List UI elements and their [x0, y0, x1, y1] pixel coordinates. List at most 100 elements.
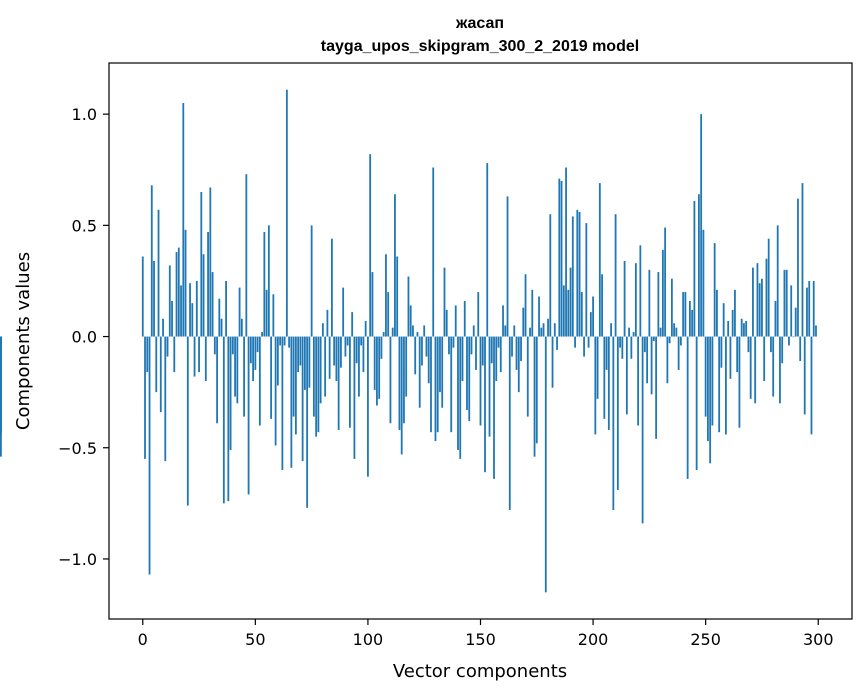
y-tick-label: 0.5 [72, 216, 97, 235]
bar [274, 336, 277, 446]
y-axis: −1.0 −0.5 0.0 0.5 1.0 [58, 105, 109, 569]
bar [810, 336, 813, 435]
bar [625, 336, 628, 415]
bar [315, 336, 318, 437]
bar [441, 336, 444, 408]
bar [502, 305, 504, 337]
bar [481, 336, 484, 366]
bar [639, 245, 642, 337]
bar [461, 336, 464, 382]
bar [171, 300, 173, 337]
bar [531, 289, 534, 337]
bar [150, 185, 153, 337]
bar [776, 225, 779, 337]
bar [565, 167, 567, 337]
bar [222, 336, 225, 504]
bar [191, 303, 194, 337]
bar [267, 225, 270, 337]
bar [261, 332, 263, 337]
bar [240, 318, 243, 337]
bar [815, 325, 817, 337]
bar [193, 336, 196, 377]
bar [403, 336, 405, 424]
bar [229, 336, 232, 450]
bar [198, 336, 200, 373]
bar [513, 325, 516, 337]
bar [652, 336, 655, 341]
x-tick-label: 200 [578, 630, 609, 649]
bar [734, 289, 736, 337]
bar [367, 336, 369, 477]
bar [407, 276, 410, 337]
bar [211, 272, 214, 337]
bar [788, 336, 790, 346]
bar [612, 336, 615, 511]
bar [159, 336, 162, 413]
bar [360, 336, 363, 346]
bar [799, 336, 802, 362]
bar [526, 336, 529, 417]
bar [382, 332, 385, 337]
bar [632, 332, 635, 337]
bar [747, 336, 750, 353]
bar [218, 298, 221, 337]
bar [225, 280, 227, 337]
bar [695, 336, 698, 470]
bar [371, 272, 374, 337]
bar [598, 183, 601, 337]
bar [321, 323, 324, 337]
bar [756, 263, 759, 337]
bar [770, 336, 772, 353]
bar [364, 320, 367, 337]
bar [661, 249, 664, 337]
bar [535, 336, 538, 444]
bar [718, 336, 721, 433]
bar [153, 260, 155, 337]
bar [216, 336, 218, 424]
bar [524, 274, 527, 337]
bar [245, 174, 248, 337]
bar [585, 223, 588, 337]
bar [227, 336, 230, 502]
bar [673, 323, 676, 337]
bar [497, 336, 500, 348]
bar [202, 254, 205, 337]
bar [571, 216, 574, 337]
bar [623, 260, 626, 337]
bar [619, 336, 621, 348]
bar [679, 336, 682, 346]
chart-title: жасап [455, 15, 504, 32]
bar [745, 320, 748, 337]
bar [448, 336, 450, 355]
bar [312, 336, 315, 417]
bar [380, 336, 383, 359]
bar [668, 336, 671, 344]
bar [400, 336, 403, 455]
bar [794, 307, 797, 337]
bar [297, 336, 300, 373]
bar [468, 336, 471, 422]
bar [801, 183, 804, 337]
bar [454, 305, 457, 337]
bar [207, 232, 209, 337]
bar [684, 292, 687, 337]
bar [173, 336, 176, 373]
bar [797, 198, 799, 337]
bar [713, 243, 716, 337]
bar [243, 336, 245, 417]
bar [373, 336, 376, 390]
bar [567, 289, 570, 337]
bar [213, 336, 216, 355]
bar [740, 318, 743, 337]
bar [743, 323, 745, 337]
bar [643, 336, 646, 353]
x-tick-label: 100 [353, 630, 384, 649]
bar [168, 265, 171, 337]
bar [551, 336, 554, 388]
bar [686, 336, 689, 479]
bar [432, 167, 435, 337]
bar [184, 229, 187, 337]
bar [355, 336, 358, 364]
bar [486, 163, 489, 337]
bar [351, 312, 354, 337]
